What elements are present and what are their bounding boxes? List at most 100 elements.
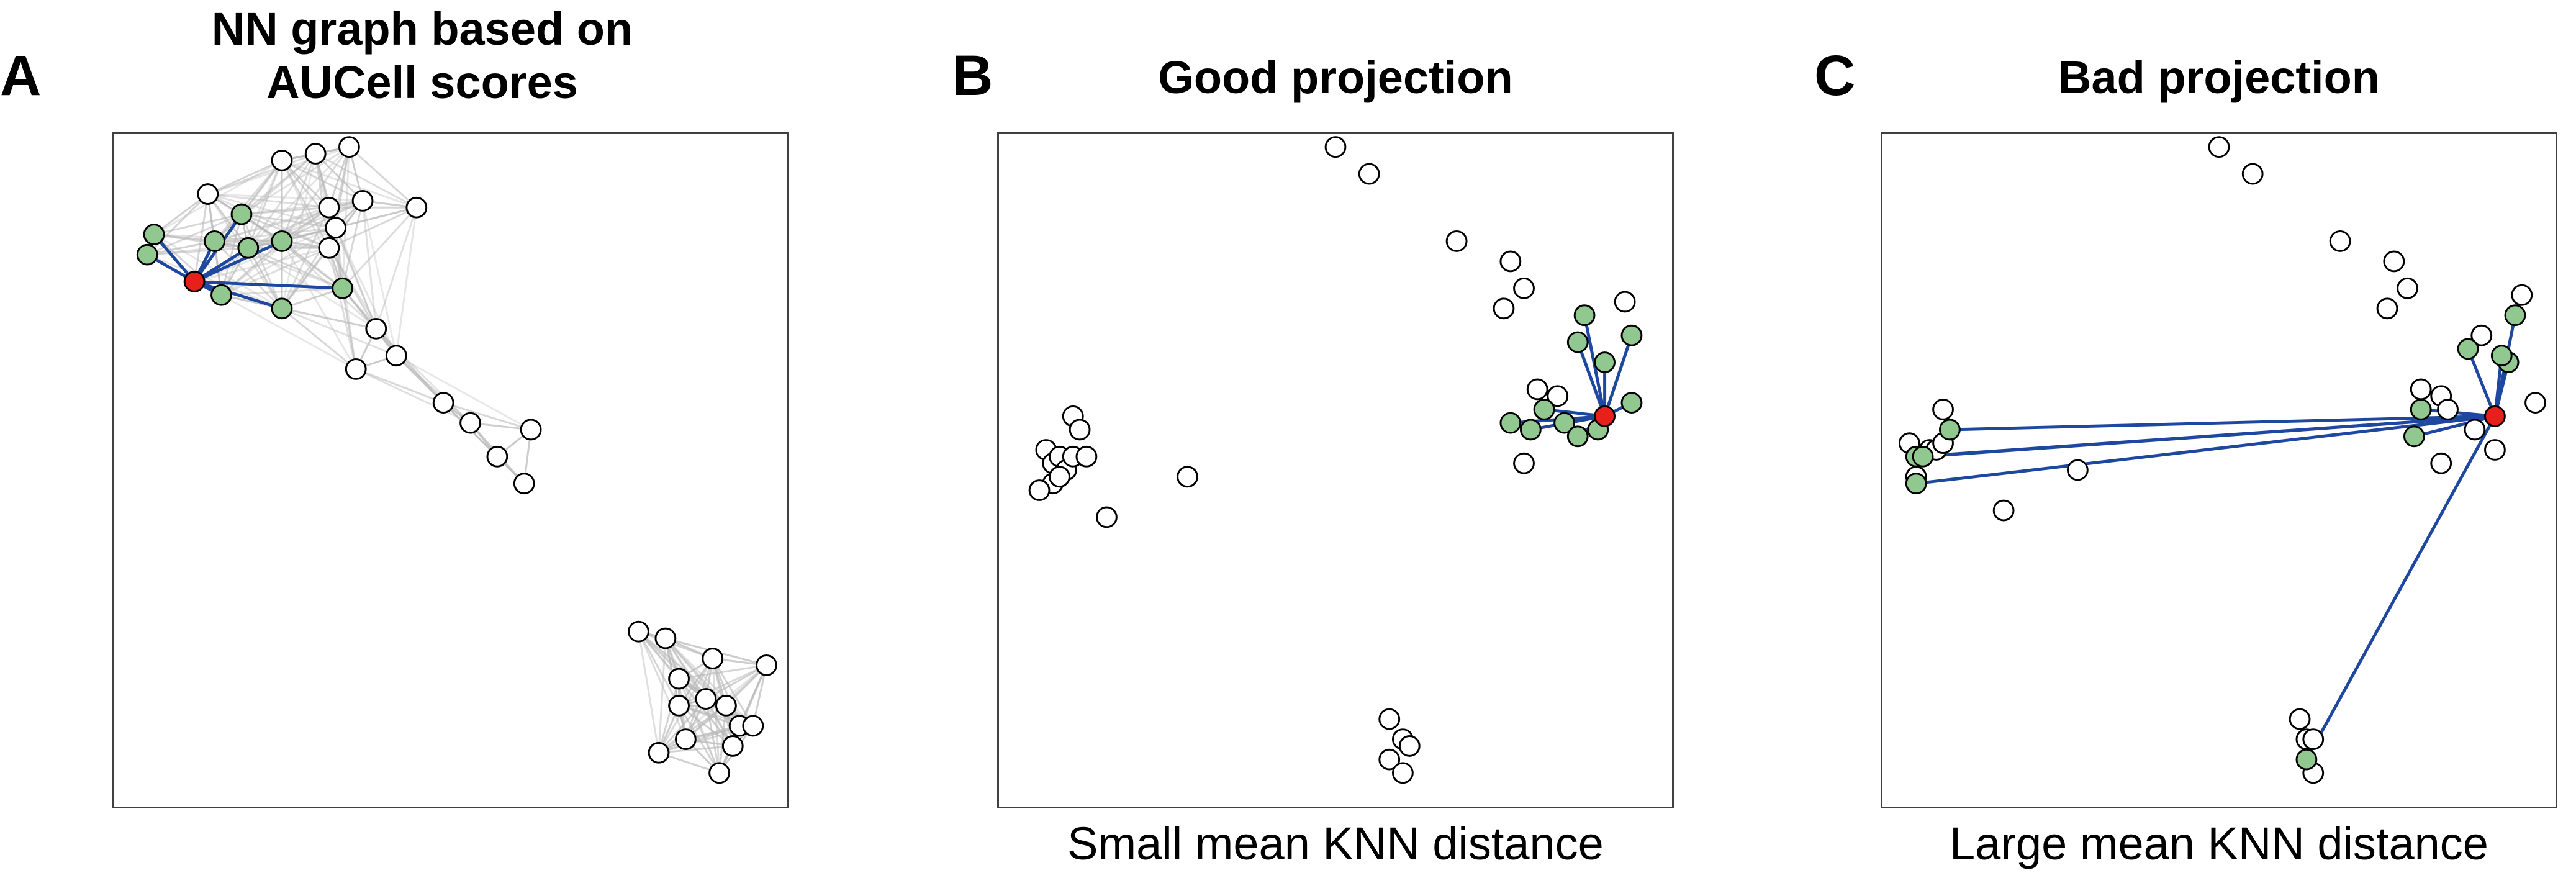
- cell-point: [1069, 419, 1091, 441]
- node-layer: [1028, 136, 1643, 784]
- cell-point: [2430, 452, 2452, 474]
- cell-point: [318, 237, 340, 259]
- panel-title-line: Bad projection: [2058, 52, 2380, 103]
- graph-edge: [153, 193, 209, 235]
- cell-point: [2397, 277, 2418, 299]
- panel-letter: B: [952, 44, 993, 107]
- cell-point: [1324, 136, 1347, 158]
- graph-edge: [679, 664, 767, 680]
- graph-edge: [395, 355, 471, 424]
- graph-edge: [658, 698, 707, 754]
- knn-edge: [2413, 414, 2496, 438]
- cell-point: [351, 189, 374, 212]
- neighbor-point: [1519, 419, 1542, 441]
- cell-point: [702, 648, 724, 669]
- cell-point: [1358, 163, 1380, 185]
- graph-edge: [361, 201, 397, 356]
- graph-edge: [241, 146, 350, 215]
- cell-point: [271, 149, 293, 171]
- graph-edge: [281, 240, 357, 370]
- knn-edge: [2305, 415, 2497, 761]
- cell-point: [1075, 445, 1098, 468]
- neighbor-point: [136, 243, 158, 266]
- cell-point: [756, 654, 777, 676]
- graph-svg: [136, 136, 777, 784]
- panel-title-line: NN graph based on: [211, 3, 633, 55]
- graph-edge: [241, 213, 336, 229]
- graph-edge: [207, 160, 282, 195]
- cell-point: [2511, 284, 2533, 306]
- knn-edge: [2466, 348, 2497, 417]
- graph-edge: [281, 153, 317, 309]
- graph-edge: [718, 705, 727, 773]
- cell-point: [2376, 297, 2398, 320]
- knn-edge: [1922, 414, 2495, 458]
- cell-point: [1177, 466, 1198, 488]
- graph-edge: [240, 214, 283, 309]
- cell-point: [304, 143, 327, 165]
- graph-edge: [193, 194, 209, 282]
- graph-edge: [281, 160, 330, 248]
- cell-point: [405, 196, 428, 219]
- graph-edge: [281, 240, 343, 289]
- query-point: [2484, 405, 2506, 427]
- graph-edge: [248, 247, 343, 289]
- query-point: [183, 271, 206, 292]
- cell-point: [1096, 506, 1118, 528]
- cell-point: [2329, 230, 2351, 252]
- cell-point: [345, 358, 367, 380]
- graph-edge: [355, 368, 444, 404]
- cell-point: [1028, 479, 1051, 501]
- neighbor-point: [1912, 445, 1934, 468]
- neighbor-point: [2490, 345, 2513, 367]
- cell-point: [648, 741, 670, 764]
- graph-edge: [247, 160, 283, 248]
- cell-point: [2437, 399, 2459, 420]
- projection-plot-area: [997, 132, 1674, 808]
- cell-point: [1932, 399, 1954, 420]
- graph-edge: [207, 193, 330, 209]
- graph-edge: [315, 153, 417, 209]
- neighbor-point: [204, 230, 226, 252]
- panel-letter: C: [1814, 44, 1856, 107]
- graph-edge: [705, 664, 767, 700]
- neighbor-point: [237, 237, 260, 259]
- neighbor-point: [2504, 304, 2526, 327]
- graph-edge: [241, 153, 317, 215]
- panel-title-line: Good projection: [1158, 52, 1513, 103]
- projection-svg: [1898, 136, 2546, 784]
- graph-edge: [281, 207, 330, 309]
- graph-edge: [395, 207, 418, 356]
- cell-point: [2484, 439, 2506, 461]
- cell-point: [1547, 385, 1569, 407]
- cell-point: [1378, 748, 1401, 771]
- cell-point: [486, 445, 508, 468]
- cell-point: [1499, 250, 1522, 273]
- graph-edge: [443, 402, 531, 431]
- cell-point: [385, 345, 407, 367]
- graph-edge: [658, 678, 680, 753]
- graph-edge: [220, 207, 330, 296]
- cell-point: [513, 473, 535, 495]
- graph-edge: [214, 160, 283, 242]
- cell-point: [1391, 762, 1414, 784]
- graph-edge: [705, 699, 721, 774]
- graph-edge: [220, 240, 282, 296]
- graph-edge: [207, 193, 330, 249]
- graph-edge: [335, 206, 417, 229]
- cell-point: [1398, 735, 1421, 757]
- neighbor-point: [2457, 338, 2479, 360]
- cell-point: [668, 668, 690, 690]
- cell-point: [2302, 728, 2325, 751]
- cell-point: [365, 317, 387, 340]
- graph-edge: [658, 638, 667, 753]
- node-layer: [1898, 136, 2546, 784]
- neighbor-point: [2295, 748, 2318, 771]
- neighbor-point: [1620, 392, 1643, 414]
- graph-edge: [248, 206, 330, 249]
- graph-edge: [355, 368, 471, 424]
- neighbor-point: [1499, 412, 1522, 434]
- knn-edge: [1576, 342, 1606, 417]
- graph-edge: [247, 247, 283, 309]
- cell-point: [459, 412, 481, 434]
